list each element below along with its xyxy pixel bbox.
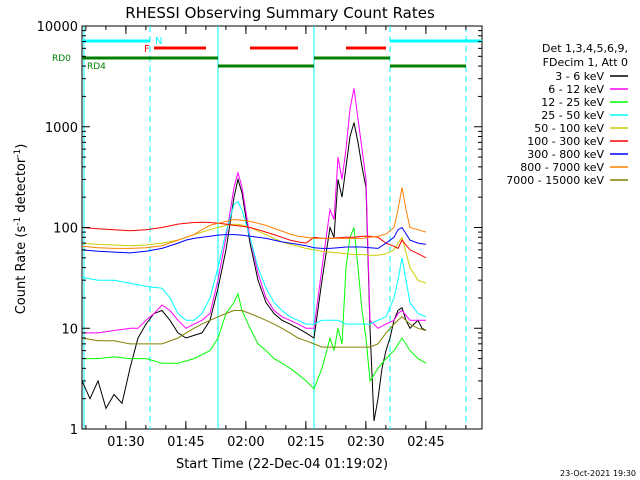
- y-axis: 1 10 100 1000 10000: [37, 20, 482, 438]
- plot-area: NF RD0 RD4: [52, 25, 483, 430]
- plot-frame: [81, 25, 483, 430]
- x-tick-label: 01:30: [107, 435, 144, 450]
- y-tick-label: 10000: [37, 20, 78, 35]
- x-axis-label: Start Time (22-Dec-04 01:19:02): [176, 457, 388, 472]
- legend-label: 6 - 12 keV: [548, 83, 604, 96]
- saa-flag-label: N: [155, 36, 162, 47]
- legend-label: 25 - 50 keV: [541, 109, 604, 122]
- flare-flag-label: F: [144, 44, 150, 55]
- legend-label: 800 - 7000 keV: [520, 161, 604, 174]
- legend-label: 50 - 100 keV: [534, 122, 604, 135]
- x-tick-label: 02:15: [287, 435, 324, 450]
- x-tick-label: 01:45: [167, 435, 204, 450]
- y-tick-label: 10: [61, 322, 78, 337]
- y-tick-label: 1000: [45, 121, 78, 136]
- legend-label: 300 - 800 keV: [527, 148, 604, 161]
- y-axis-label: Count Rate (s-1 detector-1): [13, 144, 29, 315]
- y-tick-label: 1: [70, 423, 78, 438]
- x-tick-label: 02:45: [407, 435, 444, 450]
- rd4-flag-label: RD4: [87, 62, 106, 72]
- x-tick-label: 02:00: [227, 435, 264, 450]
- legend-label: 100 - 300 keV: [527, 135, 604, 148]
- series-line-8: [81, 187, 427, 249]
- y-tick-label: 100: [53, 222, 78, 237]
- rd0-flag-label: RD0: [52, 54, 71, 64]
- legend-label: 7000 - 15000 keV: [506, 174, 604, 187]
- legend-label: 12 - 25 keV: [541, 96, 604, 109]
- legend-header-line-1: Det 1,3,4,5,6,9,: [542, 42, 628, 55]
- series-line-7: [81, 226, 427, 254]
- chart-title: RHESSI Observing Summary Count Rates: [125, 4, 435, 22]
- x-tick-label: 02:30: [347, 435, 384, 450]
- x-axis: 01:30 01:45 02:00 02:15 02:30 02:45: [85, 26, 467, 450]
- series-line-3: [82, 227, 427, 390]
- flags-layer: NF RD0 RD4: [52, 26, 482, 429]
- series-line-9: [81, 310, 427, 348]
- series-layer: [81, 88, 427, 422]
- legend: Det 1,3,4,5,6,9, FDecim 1, Att 0 3 - 6 k…: [506, 42, 628, 187]
- series-line-6: [81, 221, 427, 259]
- footer-date: 23-Oct-2021 19:30: [560, 469, 636, 478]
- series-line-2: [82, 88, 426, 334]
- legend-header-line-2: FDecim 1, Att 0: [543, 56, 628, 69]
- series-line-4: [81, 201, 427, 325]
- series-line-1: [81, 122, 427, 422]
- legend-label: 3 - 6 keV: [555, 70, 604, 83]
